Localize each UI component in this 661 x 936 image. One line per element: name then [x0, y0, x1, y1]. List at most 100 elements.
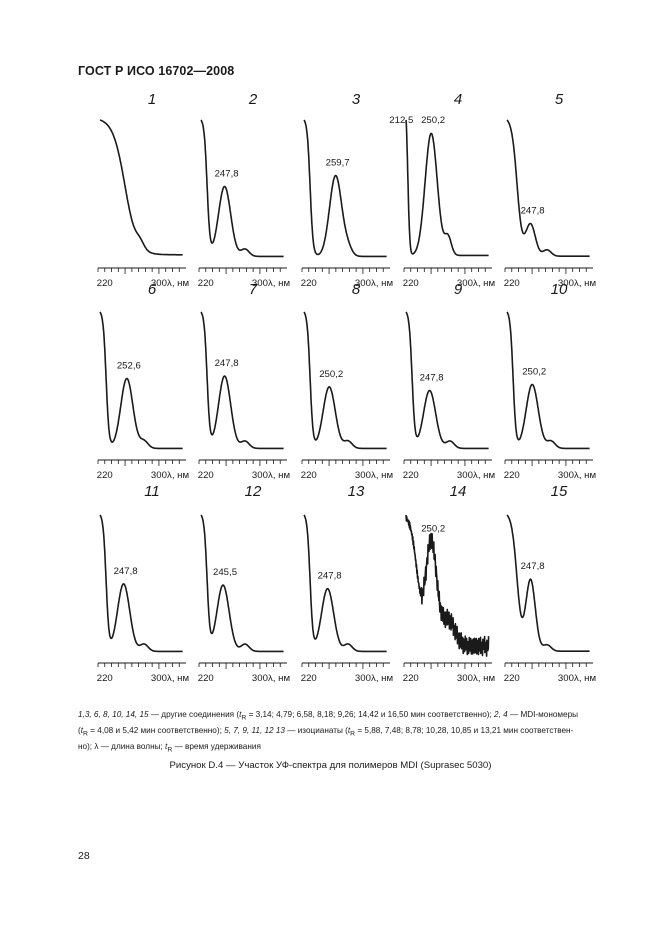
axis-unit-label: λ, нм [167, 673, 189, 684]
panel-number-10: 10 [551, 281, 568, 298]
axis-unit-label: λ, нм [371, 278, 393, 289]
legend-monomer-numbers: 2, 4 [494, 710, 508, 719]
tr-subscript: R [350, 730, 356, 738]
tick-label-220: 220 [301, 673, 317, 684]
spectrum-curve-3 [303, 119, 388, 258]
panel-number-5: 5 [555, 91, 564, 108]
legend-compound-numbers: 1,3, 6, 8, 10, 14, 15 [78, 710, 149, 719]
tick-label-220: 220 [97, 278, 113, 289]
tr-symbol: t [239, 710, 242, 719]
peak-label: 252,6 [117, 360, 141, 371]
spectrum-curve-11 [99, 514, 184, 653]
axis-unit-label: λ, нм [473, 673, 495, 684]
spectrum-curve-1 [99, 119, 184, 256]
tick-label-300: 300 [558, 278, 574, 289]
peak-label: 250,2 [522, 366, 546, 377]
legend-isocyanate-numbers: 5, 7, 9, 11, 12 13 [224, 726, 285, 736]
axis-unit-label: λ, нм [268, 470, 290, 481]
document-header: ГОСТ Р ИСО 16702—2008 [78, 64, 235, 78]
spectrum-curve-7 [200, 311, 285, 450]
panel-number-4: 4 [454, 91, 462, 108]
tick-label-220: 220 [504, 470, 520, 481]
panel-number-3: 3 [352, 91, 361, 108]
panel-number-9: 9 [454, 281, 463, 298]
peak-label: 212,5 [389, 115, 413, 126]
peak-label: 247,8 [215, 168, 239, 179]
legend-values: = 4,08 и 5,42 мин соответственно); [87, 726, 225, 736]
tick-label-220: 220 [403, 278, 419, 289]
tick-label-220: 220 [97, 673, 113, 684]
peak-label: 247,8 [215, 358, 239, 369]
tick-label-300: 300 [558, 470, 574, 481]
figure-title: Рисунок D.4 — Участок УФ-спектра для пол… [169, 760, 492, 771]
tick-label-220: 220 [301, 278, 317, 289]
axis-unit-label: λ, нм [574, 470, 596, 481]
tick-label-300: 300 [355, 278, 371, 289]
page-number: 28 [78, 850, 90, 862]
tick-label-220: 220 [97, 470, 113, 481]
peak-label: 250,2 [319, 369, 343, 380]
tick-label-220: 220 [504, 278, 520, 289]
tick-label-300: 300 [457, 278, 473, 289]
legend-values: = 3,14; 4,79; 6,58, 8,18; 9,26; 14,42 и … [246, 710, 495, 719]
tick-label-300: 300 [457, 673, 473, 684]
spectrum-curve-8 [303, 311, 388, 450]
spectrum-curve-12 [200, 514, 285, 653]
tick-label-300: 300 [252, 470, 268, 481]
spectrum-curve-4 [405, 119, 490, 257]
peak-label: 247,8 [420, 373, 444, 384]
axis-unit-label: λ, нм [167, 278, 189, 289]
tr-subscript: R [167, 746, 173, 754]
tick-label-220: 220 [198, 673, 214, 684]
axis-unit-label: λ, нм [371, 673, 393, 684]
panel-number-8: 8 [352, 281, 361, 298]
panel-number-1: 1 [148, 91, 156, 108]
legend-text: — другие соединения ( [148, 710, 240, 719]
peak-label: 247,8 [114, 566, 138, 577]
axis-unit-label: λ, нм [473, 278, 495, 289]
tr-symbol: t [80, 726, 84, 736]
tick-label-220: 220 [198, 278, 214, 289]
tick-label-300: 300 [252, 673, 268, 684]
peak-label: 247,8 [521, 561, 545, 572]
tick-label-300: 300 [252, 278, 268, 289]
tick-label-300: 300 [151, 673, 167, 684]
axis-unit-label: λ, нм [574, 673, 596, 684]
panel-number-6: 6 [148, 281, 157, 298]
peak-label: 259,7 [326, 158, 350, 169]
tick-label-220: 220 [403, 470, 419, 481]
tick-label-220: 220 [198, 470, 214, 481]
axis-unit-label: λ, нм [167, 470, 189, 481]
peak-label: 247,8 [521, 206, 545, 217]
legend-line-1: 1,3, 6, 8, 10, 14, 15 — другие соединени… [78, 709, 618, 725]
tick-label-300: 300 [355, 673, 371, 684]
panel-number-14: 14 [450, 483, 467, 500]
spectrum-curve-5 [506, 119, 591, 258]
legend-text: — изоцианаты ( [285, 726, 348, 736]
tick-label-300: 300 [151, 470, 167, 481]
legend-text: ( [78, 726, 81, 736]
spectrum-curve-15 [506, 514, 591, 653]
tr-subscript: R [241, 714, 247, 722]
tick-label-300: 300 [355, 470, 371, 481]
figure-legend: 1,3, 6, 8, 10, 14, 15 — другие соединени… [78, 709, 618, 757]
spectrum-curve-14 [405, 514, 490, 657]
legend-line-3: но); λ — длина волны; tR — время удержив… [78, 741, 618, 757]
spectrum-curve-10 [506, 311, 591, 450]
legend-line-2: (t R = 4,08 и 5,42 мин соответственно); 5… [78, 725, 618, 741]
spectrum-curve-6 [99, 311, 184, 450]
panel-number-13: 13 [348, 483, 365, 500]
spectrum-curve-9 [405, 311, 490, 450]
tick-label-220: 220 [301, 470, 317, 481]
legend-text: — время удерживания [172, 742, 261, 752]
axis-unit-label: λ, нм [268, 673, 290, 684]
panel-number-15: 15 [551, 483, 568, 500]
spectrum-curve-13 [303, 514, 388, 653]
legend-text: но); λ — длина волны; [78, 742, 166, 752]
panel-number-12: 12 [245, 483, 262, 500]
tick-label-300: 300 [151, 278, 167, 289]
legend-text: — MDI-мономеры [507, 710, 579, 719]
tick-label-300: 300 [558, 673, 574, 684]
panel-number-2: 2 [248, 91, 258, 108]
